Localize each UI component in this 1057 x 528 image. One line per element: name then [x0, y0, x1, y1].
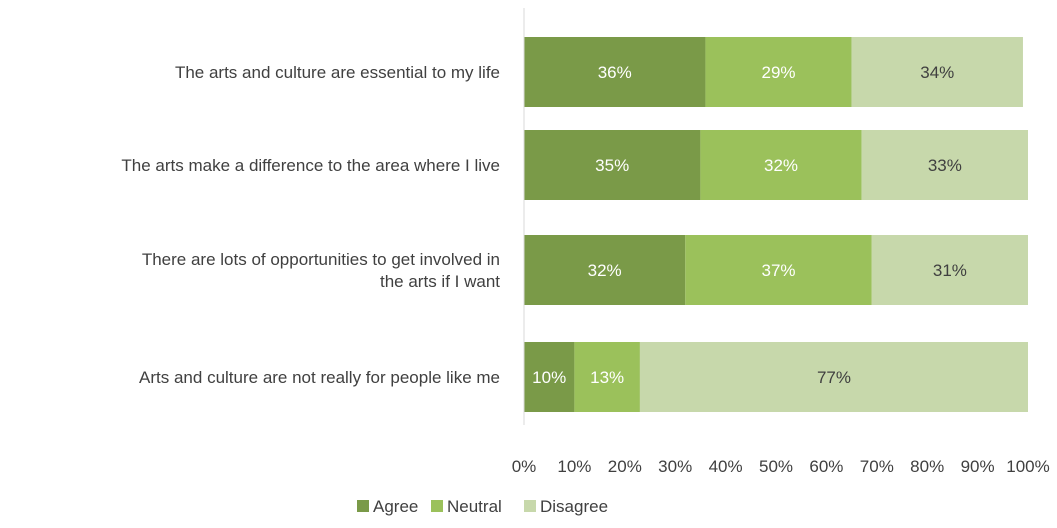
legend-swatch-agree [357, 500, 369, 512]
bars-layer: 36% 29% 34% 35% 32% 33% 32% 37% 31% 10% 13% 77% [524, 37, 1028, 412]
x-tick-label-8: 80% [910, 457, 944, 476]
legend-label-disagree: Disagree [540, 497, 608, 516]
x-tick-label-10: 100% [1006, 457, 1049, 476]
legend-swatch-neutral [431, 500, 443, 512]
x-tick-label-6: 60% [809, 457, 843, 476]
bar-disagree-1 [861, 130, 1028, 200]
bar-agree-3 [524, 342, 575, 412]
category-labels: The arts and culture are essential to my… [121, 63, 500, 387]
legend-swatch-disagree [524, 500, 536, 512]
data-label-agree-2: 32% [588, 261, 622, 280]
legend-label-neutral: Neutral [447, 497, 502, 516]
data-label-disagree-1: 33% [928, 156, 962, 175]
data-label-neutral-0: 29% [762, 63, 796, 82]
data-label-agree-1: 35% [595, 156, 629, 175]
bar-disagree-2 [871, 235, 1028, 305]
x-tick-label-7: 70% [860, 457, 894, 476]
category-label-2-line-1: the arts if I want [380, 272, 500, 291]
x-tick-label-3: 30% [658, 457, 692, 476]
legend-label-agree: Agree [373, 497, 418, 516]
x-tick-label-0: 0% [512, 457, 537, 476]
category-label-3: Arts and culture are not really for peop… [139, 368, 500, 387]
x-tick-label-2: 20% [608, 457, 642, 476]
data-label-neutral-2: 37% [762, 261, 796, 280]
data-label-agree-3: 10% [532, 368, 566, 387]
data-label-disagree-2: 31% [933, 261, 967, 280]
x-tick-label-4: 40% [709, 457, 743, 476]
data-label-disagree-3: 77% [817, 368, 851, 387]
x-axis-ticks: 0% 10% 20% 30% 40% 50% 60% 70% 80% 90% 100% [512, 457, 1050, 476]
x-tick-label-9: 90% [961, 457, 995, 476]
bar-neutral-1 [700, 130, 862, 200]
category-label-2-line-0: There are lots of opportunities to get i… [142, 250, 500, 269]
bar-disagree-0 [851, 37, 1023, 107]
legend: Agree Neutral Disagree [357, 497, 608, 516]
data-label-disagree-0: 34% [920, 63, 954, 82]
x-tick-label-1: 10% [557, 457, 591, 476]
data-label-agree-0: 36% [598, 63, 632, 82]
category-label-1: The arts make a difference to the area w… [121, 156, 500, 175]
data-label-neutral-1: 32% [764, 156, 798, 175]
data-label-neutral-3: 13% [590, 368, 624, 387]
category-label-0: The arts and culture are essential to my… [175, 63, 500, 82]
bar-neutral-2 [685, 235, 872, 305]
bar-agree-0 [524, 37, 706, 107]
x-tick-label-5: 50% [759, 457, 793, 476]
bar-disagree-3 [639, 342, 1028, 412]
bar-agree-1 [524, 130, 701, 200]
bar-agree-2 [524, 235, 686, 305]
bar-neutral-3 [574, 342, 640, 412]
bar-neutral-0 [705, 37, 852, 107]
